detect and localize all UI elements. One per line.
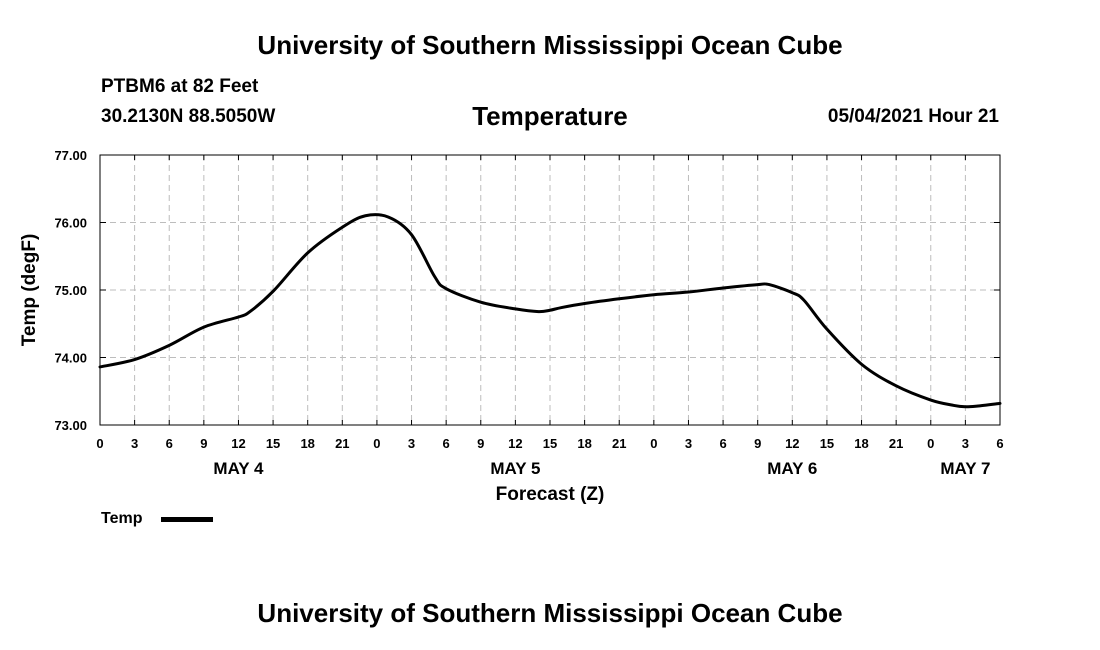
legend-label-temp: Temp	[101, 510, 143, 527]
x-tick-label: 0	[373, 436, 380, 451]
x-tick-label: 3	[131, 436, 138, 451]
x-tick-label: 6	[719, 436, 726, 451]
station-label: PTBM6 at 82 Feet	[101, 76, 259, 97]
x-tick-label: 12	[785, 436, 799, 451]
plot-frame	[99, 154, 1001, 426]
x-tick-label: 15	[820, 436, 834, 451]
forecast-datetime: 05/04/2021 Hour 21	[827, 106, 999, 127]
x-tick-label: 9	[200, 436, 207, 451]
x-tick-label: 6	[166, 436, 173, 451]
x-tick-label: 15	[266, 436, 280, 451]
x-tick-label: 18	[577, 436, 591, 451]
x-tick-label: 15	[543, 436, 557, 451]
x-tick-label: 0	[650, 436, 657, 451]
x-tick-label: 3	[685, 436, 692, 451]
x-tick-label: 21	[335, 436, 349, 451]
x-axis-label: Forecast (Z)	[496, 484, 605, 505]
coordinates-label: 30.2130N 88.5050W	[101, 106, 276, 127]
grid-lines	[100, 155, 1000, 425]
x-tick-label: 9	[477, 436, 484, 451]
x-tick-label: 3	[962, 436, 969, 451]
x-tick-label: 9	[754, 436, 761, 451]
x-tick-label: 18	[300, 436, 314, 451]
y-tick-label: 75.00	[54, 283, 87, 298]
day-label: MAY 6	[767, 459, 817, 478]
page-title: University of Southern Mississippi Ocean…	[257, 30, 843, 60]
x-tick-label: 21	[612, 436, 626, 451]
chart-title: Temperature	[472, 101, 628, 131]
y-axis-label: Temp (degF)	[19, 234, 40, 347]
day-label: MAY 7	[940, 459, 990, 478]
x-tick-label: 18	[854, 436, 868, 451]
y-tick-label: 76.00	[54, 216, 87, 231]
x-tick-label: 0	[96, 436, 103, 451]
legend-swatch-temp	[161, 517, 213, 522]
y-tick-label: 74.00	[54, 351, 87, 366]
x-tick-label: 0	[927, 436, 934, 451]
y-tick-label: 73.00	[54, 418, 87, 433]
series-line-temp	[98, 213, 1002, 409]
x-tick-label: 3	[408, 436, 415, 451]
x-tick-label: 6	[443, 436, 450, 451]
axes	[99, 154, 1001, 426]
series	[98, 213, 1002, 409]
day-label: MAY 5	[490, 459, 540, 478]
y-tick-label: 77.00	[54, 148, 87, 163]
x-tick-label: 12	[231, 436, 245, 451]
x-tick-label: 6	[996, 436, 1003, 451]
x-tick-label: 12	[508, 436, 522, 451]
axis-labels: 0 3 6 9 12 15 18 21 0 3 6 9 12 15 18 21 0 3 6 9 12 15 18 21 0 3 6 7…	[19, 148, 1004, 505]
day-label: MAY 4	[213, 459, 264, 478]
x-tick-label: 21	[889, 436, 903, 451]
footer-title: University of Southern Mississippi Ocean…	[257, 598, 843, 628]
